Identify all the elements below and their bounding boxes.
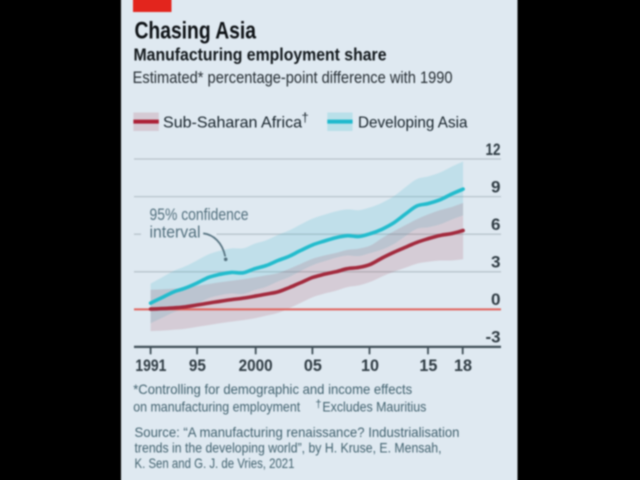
svg-text:†: † bbox=[302, 110, 309, 125]
svg-text:95% confidence: 95% confidence bbox=[150, 205, 249, 224]
svg-text:-3: -3 bbox=[486, 328, 501, 347]
svg-text:05: 05 bbox=[304, 356, 322, 375]
svg-text:Chasing Asia: Chasing Asia bbox=[135, 18, 257, 45]
svg-text:trends in the developing world: trends in the developing world”, by H. K… bbox=[135, 440, 442, 456]
svg-text:Sub-Saharan Africa: Sub-Saharan Africa bbox=[163, 115, 302, 132]
svg-text:on manufacturing employment: on manufacturing employment bbox=[133, 399, 300, 415]
svg-text:interval: interval bbox=[150, 222, 201, 241]
svg-text:12: 12 bbox=[486, 140, 501, 159]
svg-text:6: 6 bbox=[491, 215, 501, 234]
svg-text:10: 10 bbox=[361, 356, 379, 375]
svg-text:†: † bbox=[315, 399, 321, 411]
svg-text:15: 15 bbox=[419, 356, 437, 375]
svg-text:95: 95 bbox=[189, 356, 206, 375]
svg-text:18: 18 bbox=[454, 356, 472, 375]
svg-text:1991: 1991 bbox=[135, 356, 166, 375]
svg-text:3: 3 bbox=[491, 253, 501, 272]
svg-text:*Controlling for demographic a: *Controlling for demographic and income … bbox=[133, 381, 412, 397]
svg-text:K. Sen and G. J. de Vries, 202: K. Sen and G. J. de Vries, 2021 bbox=[135, 455, 295, 471]
svg-text:2000: 2000 bbox=[239, 356, 273, 375]
svg-text:Estimated* percentage-point di: Estimated* percentage-point difference w… bbox=[133, 69, 453, 87]
svg-text:9: 9 bbox=[491, 178, 501, 197]
svg-text:Manufacturing employment share: Manufacturing employment share bbox=[134, 45, 387, 65]
svg-text:Excludes Mauritius: Excludes Mauritius bbox=[322, 399, 426, 415]
svg-text:Source: “A manufacturing renai: Source: “A manufacturing renaissance? In… bbox=[135, 424, 460, 440]
svg-text:Developing Asia: Developing Asia bbox=[358, 115, 468, 132]
svg-text:0: 0 bbox=[491, 290, 501, 309]
